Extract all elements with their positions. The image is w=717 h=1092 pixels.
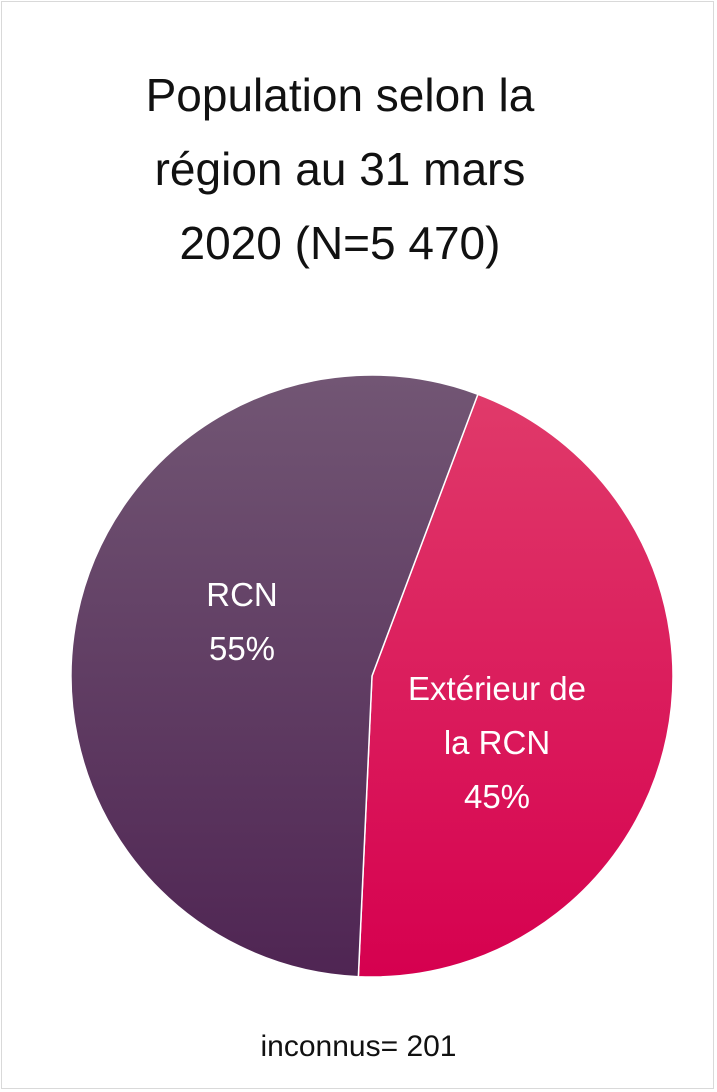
pie-slice-label-0: Extérieur de la RCN 45%	[408, 670, 586, 815]
pie-slice-label-1-line-0: RCN	[206, 576, 278, 613]
unknown-count-footnote: inconnus= 201	[260, 1030, 457, 1063]
pie-slice-label-0-line-1: la RCN	[444, 724, 550, 761]
pie-slice-0	[357, 393, 674, 978]
chart-title-line-3: 2020 (N=5 470)	[179, 217, 501, 269]
pie-slice-label-0-line-0: Extérieur de	[408, 670, 586, 707]
pie-slice-label-1: RCN 55%	[206, 576, 278, 667]
chart-title-line-2: région au 31 mars	[154, 143, 526, 195]
chart-title: Population selon la région au 31 mars 20…	[60, 58, 620, 280]
chart-title-line-1: Population selon la	[145, 69, 535, 121]
pie-slice-label-1-line-1: 55%	[209, 630, 275, 667]
pie-slice-label-0-line-2: 45%	[464, 778, 530, 815]
pie-slice-1	[70, 374, 479, 978]
